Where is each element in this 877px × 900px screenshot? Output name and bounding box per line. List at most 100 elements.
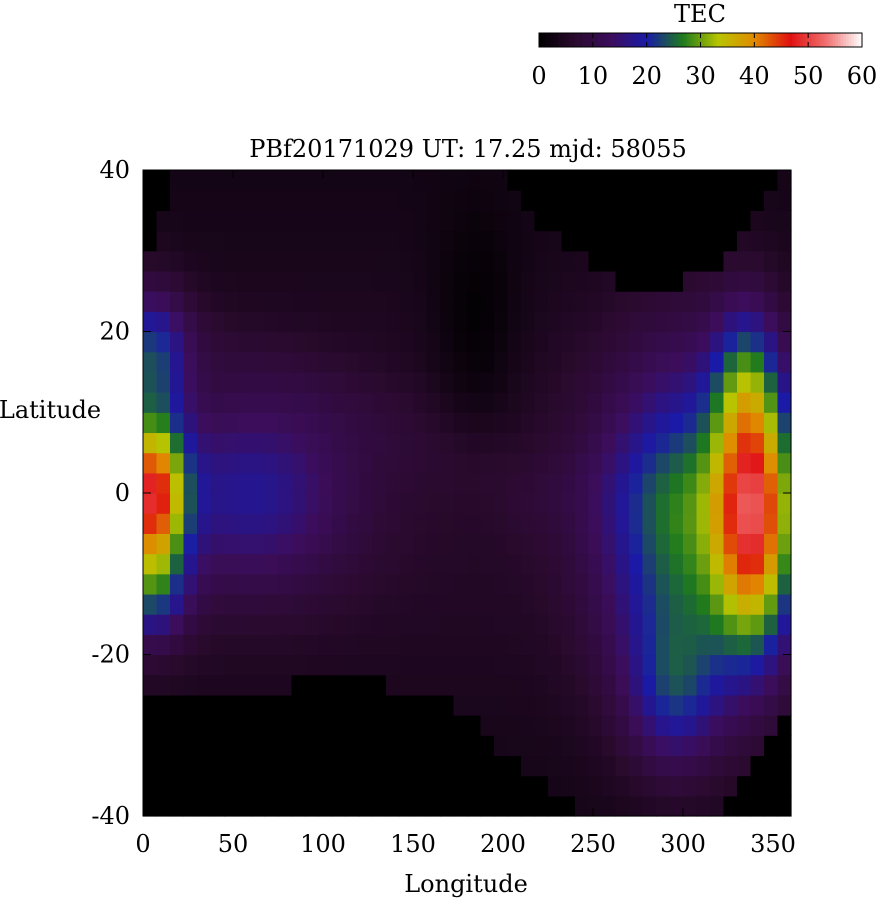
heatmap-cell bbox=[197, 593, 212, 615]
colorbar-cell bbox=[606, 33, 610, 47]
heatmap-cell bbox=[642, 210, 657, 232]
heatmap-cell bbox=[669, 311, 684, 333]
heatmap-cell bbox=[588, 190, 603, 211]
heatmap-cell bbox=[588, 412, 603, 434]
colorbar-cell bbox=[568, 33, 572, 47]
heatmap-cell bbox=[656, 654, 671, 676]
heatmap-cell bbox=[696, 694, 711, 716]
heatmap-cell bbox=[521, 210, 536, 232]
x-axis: 0 50 100 150 200 250 300 350 bbox=[135, 170, 796, 858]
heatmap-cell bbox=[696, 493, 711, 514]
heatmap-cell bbox=[170, 694, 185, 716]
heatmap-cell bbox=[413, 472, 428, 494]
heatmap-cell bbox=[615, 210, 630, 232]
heatmap-cell bbox=[170, 250, 185, 272]
heatmap-cell bbox=[534, 392, 549, 413]
heatmap-cell bbox=[683, 412, 698, 434]
colorbar-cell bbox=[619, 33, 624, 47]
heatmap-cell bbox=[291, 412, 306, 434]
colorbar-cell bbox=[692, 33, 696, 47]
heatmap-cell bbox=[750, 432, 765, 454]
heatmap-cell bbox=[386, 654, 401, 676]
heatmap-cell bbox=[588, 593, 603, 615]
heatmap-cell bbox=[251, 553, 266, 575]
heatmap-cell bbox=[453, 493, 468, 514]
heatmap-cell bbox=[197, 795, 212, 817]
heatmap-cell bbox=[602, 553, 617, 575]
heatmap-cell bbox=[642, 795, 657, 817]
colorbar-cell bbox=[775, 33, 780, 47]
heatmap-cell bbox=[183, 412, 198, 434]
heatmap-cell bbox=[210, 533, 225, 555]
heatmap-cell bbox=[764, 735, 779, 757]
heatmap-cell bbox=[656, 311, 671, 333]
heatmap-cell bbox=[696, 775, 711, 797]
y-axis-label: Latitude bbox=[0, 396, 101, 424]
heatmap-cell bbox=[143, 553, 158, 575]
heatmap-cell bbox=[251, 291, 266, 312]
heatmap-cell bbox=[602, 775, 617, 797]
heatmap-cell bbox=[507, 694, 522, 716]
heatmap-cell bbox=[602, 614, 617, 635]
heatmap-cell bbox=[521, 412, 536, 434]
heatmap-cell bbox=[669, 553, 684, 575]
heatmap-cell bbox=[372, 270, 387, 292]
heatmap-cell bbox=[251, 573, 266, 595]
heatmap-cell bbox=[777, 331, 792, 353]
heatmap-cell bbox=[183, 694, 198, 716]
heatmap-cell bbox=[197, 634, 212, 656]
heatmap-cell bbox=[183, 735, 198, 757]
heatmap-cell bbox=[278, 735, 293, 757]
heatmap-cell bbox=[399, 755, 414, 777]
colorbar-cell bbox=[598, 33, 602, 47]
heatmap-cell bbox=[345, 715, 360, 736]
heatmap-cell bbox=[399, 715, 414, 736]
heatmap-cell bbox=[602, 634, 617, 656]
heatmap-cell bbox=[764, 795, 779, 817]
heatmap-cell bbox=[507, 392, 522, 413]
heatmap-cell bbox=[183, 270, 198, 292]
heatmap-cell bbox=[561, 190, 576, 211]
heatmap-cell bbox=[588, 795, 603, 817]
heatmap-cell bbox=[426, 795, 441, 817]
heatmap-cell bbox=[143, 614, 158, 635]
heatmap-cell bbox=[332, 351, 347, 373]
colorbar-cell bbox=[816, 33, 820, 47]
heatmap-cell bbox=[575, 291, 590, 312]
heatmap-cell bbox=[453, 694, 468, 716]
heatmap-cell bbox=[696, 513, 711, 534]
heatmap-cell bbox=[426, 432, 441, 454]
heatmap-cell bbox=[183, 513, 198, 534]
heatmap-cell bbox=[143, 371, 158, 393]
heatmap-cell bbox=[183, 634, 198, 656]
heatmap-cell bbox=[237, 432, 252, 454]
heatmap-cell bbox=[521, 291, 536, 312]
colorbar-cell bbox=[622, 33, 626, 47]
heatmap-cell bbox=[764, 472, 779, 494]
heatmap-cell bbox=[305, 230, 320, 252]
heatmap-cell bbox=[453, 452, 468, 474]
heatmap-cell bbox=[332, 371, 347, 393]
heatmap-cell bbox=[332, 533, 347, 555]
heatmap-cell bbox=[332, 210, 347, 232]
heatmap-cell bbox=[197, 674, 212, 696]
heatmap-cell bbox=[777, 634, 792, 656]
heatmap-cell bbox=[359, 755, 374, 777]
heatmap-cell bbox=[669, 331, 684, 353]
heatmap-cell bbox=[305, 553, 320, 575]
heatmap-cell bbox=[723, 291, 738, 312]
heatmap-cell bbox=[575, 634, 590, 656]
heatmap-cell bbox=[183, 553, 198, 575]
heatmap-cell bbox=[278, 795, 293, 817]
heatmap-cell bbox=[615, 715, 630, 736]
heatmap-cell bbox=[696, 291, 711, 312]
heatmap-cell bbox=[143, 190, 158, 211]
heatmap-cell bbox=[251, 270, 266, 292]
heatmap-cell bbox=[359, 412, 374, 434]
heatmap-cell bbox=[548, 634, 563, 656]
heatmap-cell bbox=[561, 755, 576, 777]
heatmap-cell bbox=[588, 614, 603, 635]
heatmap-cell bbox=[669, 674, 684, 696]
heatmap-cell bbox=[143, 674, 158, 696]
heatmap-cell bbox=[426, 573, 441, 595]
